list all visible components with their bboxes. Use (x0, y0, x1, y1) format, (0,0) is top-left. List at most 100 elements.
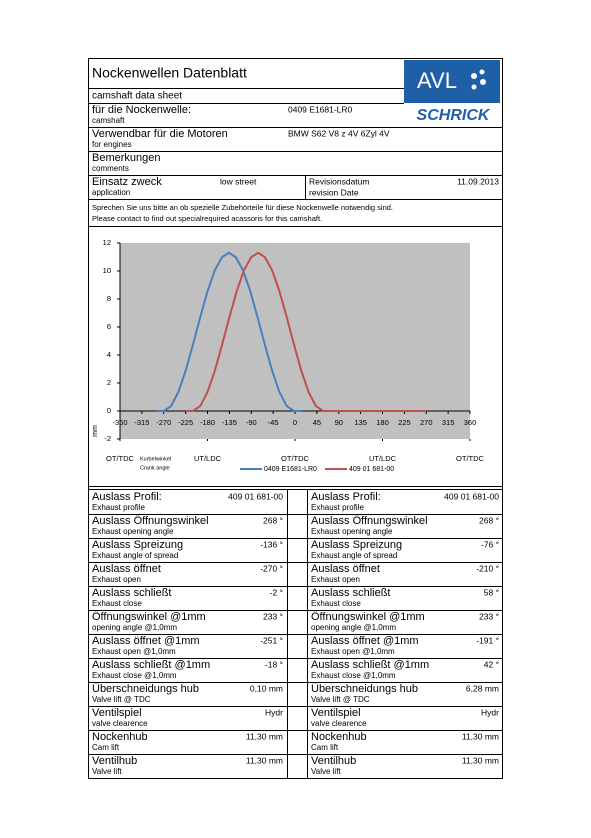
logo-dot (480, 79, 486, 85)
x-tick-label: -225 (178, 418, 193, 427)
row-sublabel: Exhaust open (311, 575, 360, 584)
row-sublabel: Exhaust profile (92, 503, 145, 512)
row-sublabel: Cam lift (92, 743, 120, 752)
row-sublabel: valve clearence (311, 719, 367, 728)
x-tick-label: -45 (268, 418, 279, 427)
y-tick-label: 12 (103, 238, 111, 247)
row-value: Hydr (265, 707, 283, 717)
row-value: 268 ° (263, 515, 283, 525)
sublabel: revision Date (309, 187, 359, 197)
row-value: -2 ° (270, 587, 283, 597)
row-label: Auslass öffnet @1mm (311, 635, 419, 647)
row-sublabel: Valve lift @ TDC (92, 695, 151, 704)
row-label: Auslass öffnet (92, 563, 161, 575)
y-tick-label: 8 (107, 294, 111, 303)
label: Bemerkungen (92, 152, 161, 164)
row-value: 409 01 681-00 (228, 491, 283, 501)
row-sublabel: Exhaust opening angle (311, 527, 393, 536)
row-label: Auslass schließt (92, 587, 171, 599)
row-value: 11,30 mm (246, 731, 283, 741)
value: low street (220, 176, 257, 186)
label: Verwendbar für die Motoren (92, 128, 228, 140)
annotation: UT/LDC (369, 454, 397, 463)
row-sublabel: Exhaust open (92, 575, 141, 584)
y-tick-label: 0 (107, 406, 111, 415)
label: für die Nockenwelle: (92, 104, 191, 116)
row-sublabel: Exhaust angle of spread (92, 551, 178, 560)
row-label: Auslass Öffnungswinkel (92, 515, 209, 527)
row-label: Auslass schließt @1mm (311, 659, 429, 671)
y-tick-label: -2 (104, 434, 111, 443)
row-label: Ventilhub (311, 755, 356, 767)
row-value: -18 ° (265, 659, 283, 669)
row-sublabel: Valve lift (92, 767, 122, 776)
y-axis-label: mm (92, 425, 99, 437)
row-label: Auslass Profil: (311, 491, 381, 503)
row-value: Hydr (481, 707, 499, 717)
row-value: -210 ° (476, 563, 499, 573)
value: 11.09.2013 (457, 176, 499, 186)
x-tick-label: 45 (313, 418, 321, 427)
row-label: Auslass öffnet (311, 563, 380, 575)
logo-dot (479, 69, 485, 75)
x-tick-label: 0 (293, 418, 297, 427)
row-value: 233 ° (479, 611, 499, 621)
row-label: Ventilspiel (92, 707, 142, 719)
legend-label: 409 01 681-00 (349, 466, 394, 473)
row-label: Ventilspiel (311, 707, 361, 719)
row-sublabel: Cam lift (311, 743, 339, 752)
row-label: Auslass schließt (311, 587, 390, 599)
x-tick-label: -360 (112, 418, 127, 427)
row-value: 58 ° (484, 587, 499, 597)
sublabel: application (92, 188, 130, 197)
x-tick-label: 315 (442, 418, 455, 427)
row-label: Auslass Spreizung (311, 539, 402, 551)
row-label: Ventilhub (92, 755, 137, 767)
row-value: -136 ° (260, 539, 283, 549)
y-tick-label: 10 (103, 266, 111, 275)
legend-label: 0409 E1681-LR0 (264, 466, 317, 473)
series-line (156, 251, 303, 412)
x-tick-label: -315 (134, 418, 149, 427)
row-label: Auslass Profil: (92, 491, 162, 503)
row-value: -191 ° (476, 635, 499, 645)
label: Revisionsdatum (309, 176, 369, 186)
logo-text: SCHRICK (417, 107, 491, 124)
row-label: Überschneidungs hub (311, 683, 418, 695)
value: 0409 E1681-LR0 (288, 104, 353, 114)
x-tick-label: 270 (420, 418, 433, 427)
sublabel: for engines (92, 140, 132, 149)
x-tick-label: -135 (222, 418, 237, 427)
sublabel: comments (92, 164, 129, 173)
label: Einsatz zweck (92, 176, 162, 188)
x-tick-label: -270 (156, 418, 171, 427)
row-value: -76 ° (481, 539, 499, 549)
x-tick-label: -90 (246, 418, 257, 427)
y-tick-label: 4 (107, 350, 111, 359)
row-label: Nockenhub (311, 731, 367, 743)
row-sublabel: Exhaust close @1,0mm (92, 671, 177, 680)
subtitle: camshaft data sheet (92, 91, 182, 102)
row-label: Auslass schließt @1mm (92, 659, 210, 671)
row-sublabel: Exhaust close @1,0mm (311, 671, 396, 680)
annotation: OT/TDC (106, 454, 134, 463)
logo-dot (471, 84, 477, 90)
row-value: 268 ° (479, 515, 499, 525)
x-tick-label: 225 (398, 418, 411, 427)
annotation: OT/TDC (456, 454, 484, 463)
x-tick-label: 360 (464, 418, 477, 427)
title: Nockenwellen Datenblatt (92, 65, 247, 81)
series-line (185, 251, 427, 412)
x-axis-label: Crank angle (140, 465, 170, 471)
row-sublabel: Exhaust angle of spread (311, 551, 397, 560)
y-tick-label: 2 (107, 378, 111, 387)
row-label: Überschneidungs hub (92, 683, 199, 695)
row-label: Nockenhub (92, 731, 148, 743)
row-label: Auslass Öffnungswinkel (311, 515, 428, 527)
row-sublabel: Valve lift (311, 767, 341, 776)
row-value: 0,10 mm (250, 683, 283, 693)
row-label: Öffnungswinkel @1mm (311, 611, 425, 623)
row-sublabel: Exhaust open @1,0mm (92, 647, 176, 656)
